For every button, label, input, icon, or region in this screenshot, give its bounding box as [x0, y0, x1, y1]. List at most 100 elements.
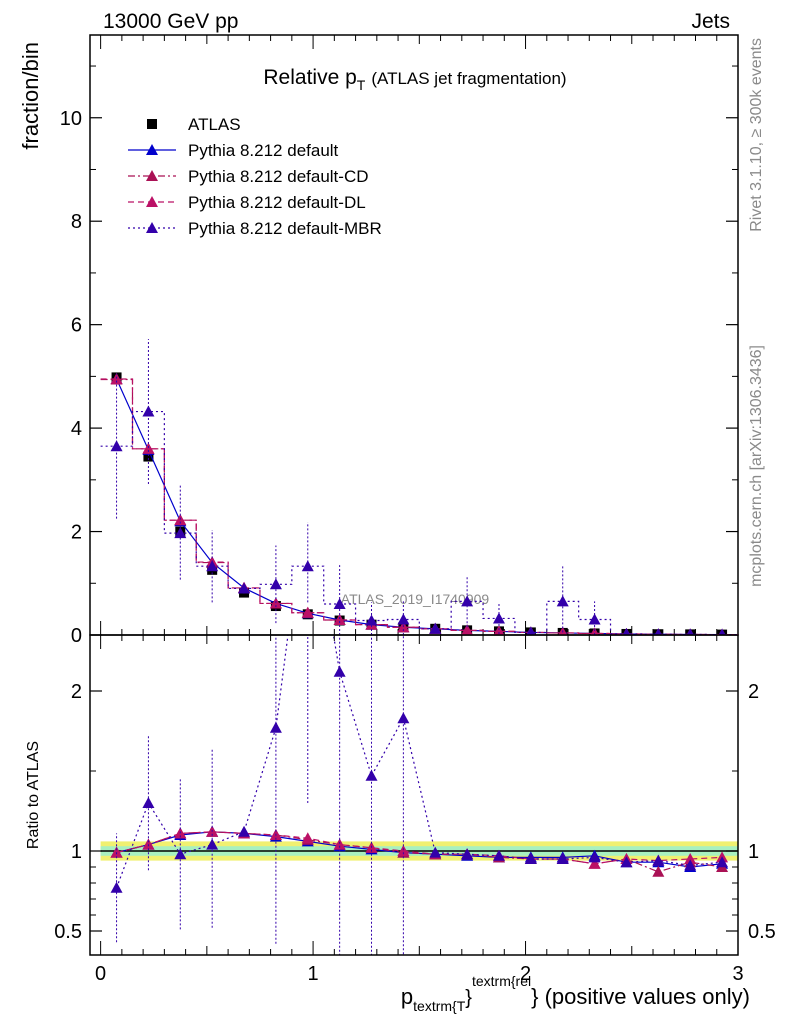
mc-point: [588, 613, 601, 625]
y-tick-label: 6: [71, 315, 82, 337]
title-main: Relative p: [263, 66, 356, 89]
main-ylabel: fraction/bin: [18, 42, 43, 150]
mc-point: [493, 625, 505, 635]
mc-point: [429, 622, 442, 634]
mc-point: [622, 627, 631, 635]
x-tick-label: 2: [520, 963, 531, 985]
data-point: [143, 451, 154, 462]
ratio-point: [333, 838, 346, 850]
ratio-point: [652, 865, 665, 877]
y-tick-label-right: 2: [748, 681, 759, 703]
mc-point: [654, 628, 662, 635]
legend-label: Pythia 8.212 default: [188, 141, 339, 160]
ratio-point: [238, 825, 251, 837]
main-plot-data: [100, 339, 738, 635]
title-subscript: T: [357, 77, 366, 93]
ratio-point: [716, 856, 729, 868]
mc-point: [174, 527, 187, 539]
mc-point: [142, 442, 155, 454]
legend-label: ATLAS: [188, 115, 241, 134]
legend-marker: [146, 170, 158, 181]
ratio-point: [142, 797, 155, 808]
legend-marker: [146, 222, 158, 233]
mc-point: [526, 626, 536, 635]
legend: ATLAS Pythia 8.212 default Pythia 8.212 de…: [128, 115, 382, 238]
y-tick-label: 2: [71, 522, 82, 544]
mc-point: [461, 624, 473, 635]
ratio-point: [333, 665, 346, 677]
xlabel-subscript: textrm{T: [413, 998, 466, 1014]
xlabel-main: p: [401, 984, 413, 1009]
ratio-point: [397, 845, 410, 856]
mc-point: [556, 595, 569, 607]
mc-point: [174, 514, 187, 526]
analysis-watermark: ATLAS_2019_I1740909: [341, 591, 490, 607]
mc-point: [365, 614, 378, 626]
ratio-point: [588, 851, 601, 863]
mc-point: [110, 440, 123, 452]
ratio-point: [269, 721, 282, 733]
legend-entry-0: ATLAS: [147, 115, 241, 134]
ratio-point: [461, 848, 474, 860]
mc-point: [590, 627, 599, 635]
mc-point: [142, 405, 155, 417]
mc-point: [269, 578, 282, 590]
ratio-point: [301, 832, 314, 844]
rivet-label: Rivet 3.1.10, ≥ 300k events: [748, 38, 765, 232]
mc-point: [718, 628, 726, 635]
header-right: Jets: [691, 10, 730, 33]
ratio-point: [365, 769, 378, 781]
mc-point: [301, 606, 314, 618]
main-plot-title: Relative pT (ATLAS jet fragmentation): [263, 66, 566, 93]
x-tick-label: 1: [308, 963, 319, 985]
ratio-line: [115, 635, 723, 889]
ratio-point: [524, 853, 537, 864]
ratio-point: [110, 846, 123, 858]
x-axis-label: ptextrm{T}textrm{rel} (positive values o…: [401, 973, 750, 1014]
ratio-point: [652, 854, 665, 866]
y-tick-label: 10: [60, 108, 82, 130]
mc-point: [686, 628, 694, 635]
main-plot: 0 2 4 6 8 10: [60, 34, 739, 647]
legend-marker: [146, 196, 158, 207]
plot-frame: [89, 634, 739, 956]
xlabel-rest: } (positive values only): [531, 984, 750, 1009]
y-tick-label-right: 0.5: [748, 921, 776, 943]
mc-point: [238, 582, 251, 594]
y-tick-label: 0.5: [54, 921, 82, 943]
mc-point: [397, 613, 410, 625]
mc-point: [492, 612, 505, 624]
ratio-point: [142, 838, 155, 850]
ratio-point: [397, 712, 410, 724]
mc-point: [333, 597, 346, 609]
y-tick-label-right: 1: [748, 841, 759, 863]
mc-point: [206, 560, 219, 572]
legend-entry-2: Pythia 8.212 default-CD: [128, 167, 369, 186]
mc-point: [333, 614, 346, 625]
legend-label: Pythia 8.212 default-DL: [188, 193, 366, 212]
legend-marker: [146, 144, 158, 155]
ratio-line: [116, 831, 723, 865]
legend-entry-3: Pythia 8.212 default-DL: [128, 193, 366, 212]
y-tick-label: 1: [71, 841, 82, 863]
y-tick-label: 8: [71, 211, 82, 233]
header-left: 13000 GeV pp: [103, 10, 238, 33]
ratio-point: [429, 846, 442, 858]
ratio-series-3: [110, 635, 729, 955]
ratio-point: [174, 848, 187, 860]
x-tick-label: 0: [95, 963, 106, 985]
mc-point: [461, 595, 474, 607]
legend-label: Pythia 8.212 default-CD: [188, 167, 369, 186]
ratio-point: [206, 838, 219, 850]
legend-entry-4: Pythia 8.212 default-MBR: [128, 219, 382, 238]
ratio-point: [684, 853, 697, 864]
legend-label: Pythia 8.212 default-MBR: [188, 219, 382, 238]
y-tick-label: 4: [71, 418, 82, 440]
ratio-point: [110, 881, 123, 893]
legend-entry-1: Pythia 8.212 default: [128, 141, 339, 160]
y-tick-label: 2: [71, 681, 82, 703]
ratio-point: [684, 859, 697, 871]
xlabel-superscript: textrm{rel: [472, 973, 531, 989]
